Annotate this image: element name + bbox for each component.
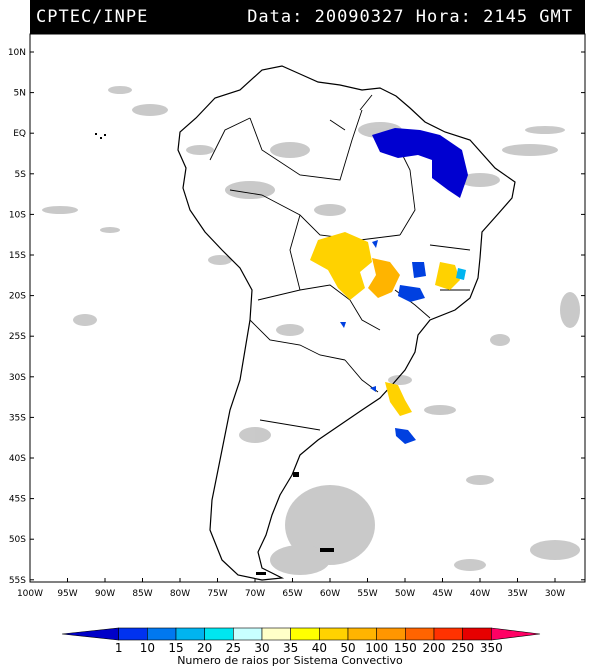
datetime-label: Data: 20090327 Hora: 2145 GMT xyxy=(247,7,573,27)
colorbar-swatch xyxy=(319,627,349,641)
lon-label: 30W xyxy=(545,589,565,599)
lon-axis: 100W 95W 90W 85W 80W 75W 70W 65W 60W 55W 50W 45W 40W… xyxy=(17,578,565,599)
lon-label: 50W xyxy=(395,589,415,599)
cluster-orange-center xyxy=(368,258,400,298)
lat-label: 45S xyxy=(9,495,26,505)
colorbar-swatch xyxy=(61,627,119,641)
cluster-blue-small xyxy=(340,322,346,328)
lat-label: 20S xyxy=(9,292,26,302)
colorbar-swatch xyxy=(233,627,263,641)
lat-label: 40S xyxy=(9,454,26,464)
colorbar-tick-label: 200 xyxy=(423,641,446,655)
lon-label: 100W xyxy=(17,589,43,599)
title-bar: CPTEC/INPE Data: 20090327 Hora: 2145 GMT xyxy=(30,0,585,34)
lightning-clusters xyxy=(310,128,468,444)
country-borders xyxy=(209,94,471,431)
lat-label: EQ xyxy=(13,129,26,139)
colorbar-tick-label: 40 xyxy=(312,641,327,655)
lon-label: 80W xyxy=(170,589,190,599)
colorbar-tick-label: 150 xyxy=(394,641,417,655)
lat-axis: 10N 5N EQ 5S 10S 15S 20S 25S 30S 35S 40S 45S 50S 55S xyxy=(8,48,585,586)
lat-label: 25S xyxy=(9,332,26,342)
colorbar-tick-label: 100 xyxy=(365,641,388,655)
lon-label: 55W xyxy=(357,589,377,599)
colorbar-swatch xyxy=(433,627,463,641)
colorbar-swatch xyxy=(118,627,148,641)
lon-label: 35W xyxy=(507,589,527,599)
cluster-blue-south xyxy=(395,428,416,444)
continent-outline xyxy=(177,65,516,581)
colorbar-tick-label: 250 xyxy=(451,641,474,655)
colorbar-caption: Numero de raios por Sistema Convectivo xyxy=(177,654,403,667)
colorbar-tick-label: 1 xyxy=(115,641,123,655)
colorbar-swatch xyxy=(290,627,320,641)
lat-label: 55S xyxy=(9,576,26,586)
cluster-blue-north xyxy=(372,128,468,198)
cluster-yellow-south xyxy=(385,382,412,416)
colorbar: 1 10 15 20 25 30 35 40 50 100 150 200 250 350 xyxy=(61,627,541,655)
colorbar-tick-label: 35 xyxy=(283,641,298,655)
colorbar-swatch xyxy=(204,627,234,641)
cluster-yellow-east xyxy=(435,262,460,290)
lat-label: 50S xyxy=(9,535,26,545)
colorbar-tick-label: 350 xyxy=(480,641,503,655)
lon-label: 95W xyxy=(57,589,77,599)
cluster-blue-center xyxy=(398,285,425,302)
lat-label: 35S xyxy=(9,413,26,423)
cluster-blue-small-2 xyxy=(370,386,376,392)
colorbar-swatch xyxy=(261,627,291,641)
lon-label: 45W xyxy=(432,589,452,599)
cluster-cyan-east xyxy=(456,268,466,280)
colorbar-tick-label: 10 xyxy=(140,641,155,655)
cluster-yellow-center xyxy=(310,232,372,300)
lat-label: 10S xyxy=(9,210,26,220)
lon-label: 70W xyxy=(245,589,265,599)
lon-label: 85W xyxy=(132,589,152,599)
colorbar-tick-label: 20 xyxy=(197,641,212,655)
cluster-blue-east xyxy=(412,262,426,278)
source-label: CPTEC/INPE xyxy=(36,7,149,27)
cluster-blue-center-2 xyxy=(372,240,378,248)
lat-label: 5N xyxy=(14,89,26,99)
lat-label: 10N xyxy=(8,48,26,58)
colorbar-swatch xyxy=(376,627,406,641)
colorbar-tick-label: 15 xyxy=(168,641,183,655)
lon-label: 60W xyxy=(320,589,340,599)
colorbar-swatch xyxy=(491,627,541,641)
lon-label: 40W xyxy=(470,589,490,599)
colorbar-swatch xyxy=(347,627,377,641)
lon-label: 65W xyxy=(282,589,302,599)
colorbar-swatch xyxy=(147,627,177,641)
lat-label: 15S xyxy=(9,251,26,261)
lat-label: 30S xyxy=(9,373,26,383)
lat-label: 5S xyxy=(15,170,27,180)
colorbar-tick-label: 50 xyxy=(340,641,355,655)
cloud-cover xyxy=(42,86,580,575)
small-features xyxy=(95,133,334,575)
colorbar-swatch xyxy=(462,627,492,641)
colorbar-tick-label: 25 xyxy=(226,641,241,655)
colorbar-swatch xyxy=(405,627,435,641)
colorbar-tick-label: 30 xyxy=(254,641,269,655)
lon-label: 75W xyxy=(207,589,227,599)
lon-label: 90W xyxy=(95,589,115,599)
colorbar-swatch xyxy=(175,627,205,641)
